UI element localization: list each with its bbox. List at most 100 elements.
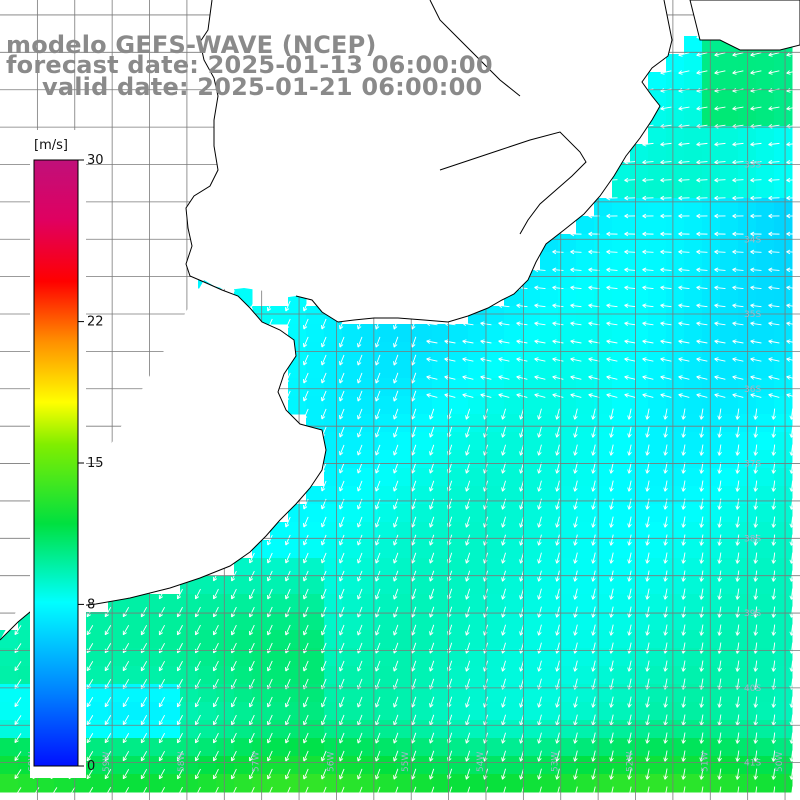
wind-cell [396,540,415,559]
wind-cell [720,684,739,703]
wind-cell [774,720,793,739]
wind-cell [756,90,775,109]
wind-cell [504,360,523,379]
wind-cell [180,666,199,685]
wind-cell [774,198,793,217]
wind-cell [234,774,253,793]
wind-cell [702,270,721,289]
latitude-label: 33S [744,160,761,170]
wind-arrow [714,52,726,57]
wind-cell [666,108,685,127]
wind-cell [486,360,505,379]
wind-cell [162,630,181,649]
wind-cell [252,756,271,775]
wind-cell [648,126,667,145]
wind-cell [162,684,181,703]
wind-cell [144,774,163,793]
wind-cell [720,378,739,397]
wind-cell [180,720,199,739]
wind-cell [702,144,721,163]
wind-cell [414,702,433,721]
valid-date: valid date: 2025-01-21 06:00:00 [42,73,483,101]
wind-cell [522,594,541,613]
wind-cell [396,468,415,487]
wind-cell [594,414,613,433]
wind-cell [666,558,685,577]
wind-arrow [678,52,690,57]
wind-cell [450,504,469,523]
wind-arrow [714,70,726,75]
longitude-label: 55W [401,752,411,772]
wind-cell [432,630,451,649]
wind-cell [738,234,757,253]
wind-cell [756,504,775,523]
wind-cell [756,630,775,649]
wind-cell [270,306,289,325]
wind-cell [108,648,127,667]
wind-cell [288,360,307,379]
wind-cell [756,54,775,73]
wind-cell [720,666,739,685]
wind-cell [594,720,613,739]
wind-cell [342,630,361,649]
wind-cell [684,630,703,649]
wind-cell [630,324,649,343]
wind-cell [522,630,541,649]
wind-cell [486,702,505,721]
wind-cell [576,666,595,685]
wind-cell [180,594,199,613]
wind-arrows [14,34,798,798]
wind-cell [522,558,541,577]
wind-cell [738,126,757,145]
wind-cell [324,756,343,775]
wind-cell [252,630,271,649]
wind-cell [378,558,397,577]
wind-cell [702,594,721,613]
wind-cell [342,666,361,685]
wind-cell [324,378,343,397]
wind-cell [0,720,19,739]
wind-cell [612,630,631,649]
wind-cell [468,594,487,613]
wind-cell [288,684,307,703]
wind-cell [198,774,217,793]
wind-cell [450,756,469,775]
wind-cell [666,522,685,541]
wind-cell [648,540,667,559]
wind-cell [630,432,649,451]
wind-cell [432,540,451,559]
wind-cell [774,162,793,181]
wind-cell [522,738,541,757]
wind-cell [414,594,433,613]
wind-cell [396,720,415,739]
wind-cell [756,270,775,289]
wind-cell [180,684,199,703]
wind-cell [612,720,631,739]
wind-cell [324,540,343,559]
wind-cell [756,612,775,631]
wind-cell [324,702,343,721]
wind-cell [324,630,343,649]
wind-cell [576,684,595,703]
wind-cell [486,414,505,433]
wind-arrow [714,106,726,111]
wind-cell [108,738,127,757]
latitude-label: 38S [744,534,761,544]
wind-cell [720,432,739,451]
wind-cell [576,540,595,559]
wind-cell [234,684,253,703]
wind-cell [684,558,703,577]
wind-cell [486,558,505,577]
wind-cell [342,738,361,757]
wind-cell [522,576,541,595]
wind-cell [648,576,667,595]
wind-cell [576,522,595,541]
wind-cell [468,324,487,343]
wind-cell [630,774,649,793]
wind-cell [306,378,325,397]
wind-cell [288,576,307,595]
wind-cell [774,738,793,757]
wind-cell [738,594,757,613]
wind-cell [774,414,793,433]
wind-cell [576,396,595,415]
